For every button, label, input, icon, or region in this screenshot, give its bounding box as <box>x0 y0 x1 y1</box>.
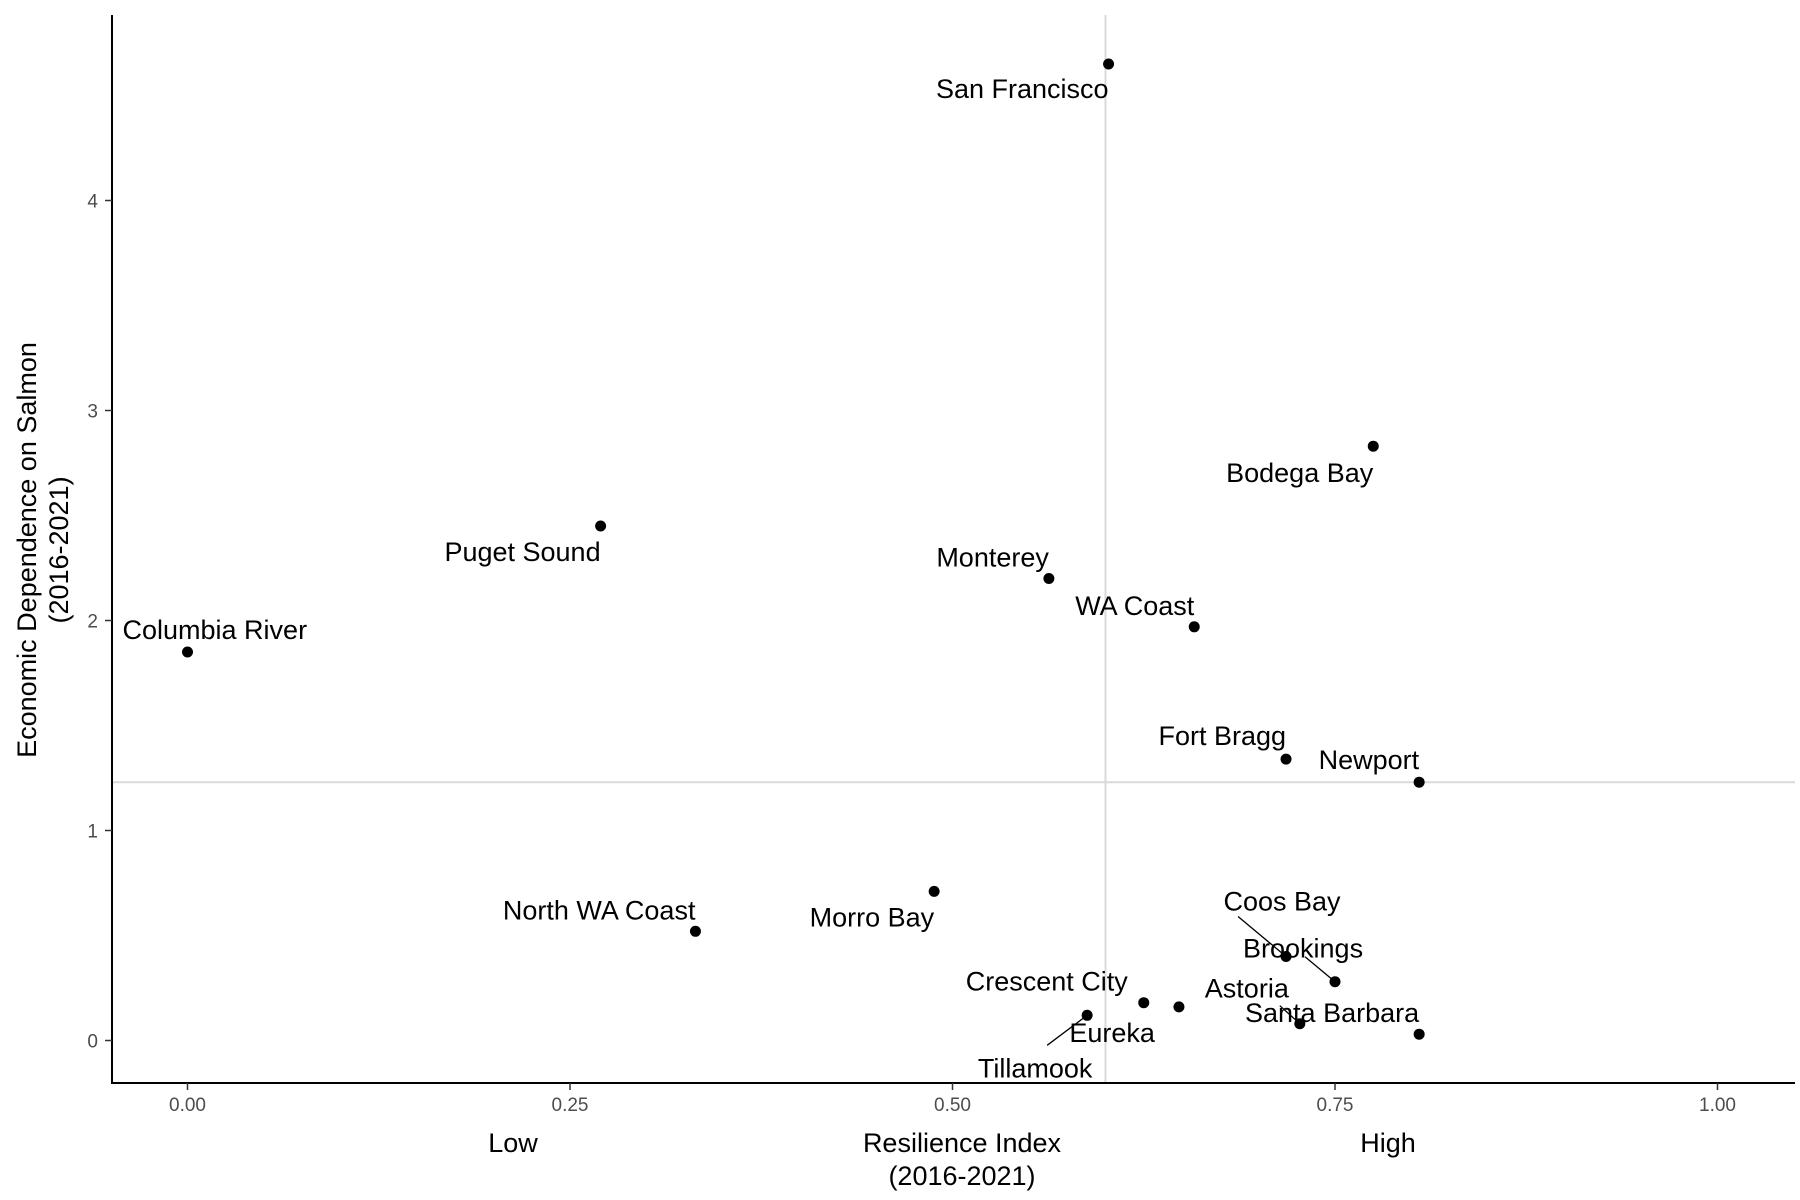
label-coos-bay: Coos Bay <box>1224 887 1342 917</box>
label-fort-bragg: Fort Bragg <box>1158 721 1286 751</box>
y-axis-title-line-2: (2016-2021) <box>44 476 74 623</box>
label-monterey: Monterey <box>936 543 1049 573</box>
label-newport: Newport <box>1319 745 1420 775</box>
x-axis-title-line-2: (2016-2021) <box>888 1161 1035 1191</box>
reference-lines <box>112 15 1795 1083</box>
point-puget-sound <box>595 520 607 532</box>
label-brookings: Brookings <box>1243 934 1363 964</box>
point-brookings <box>1329 976 1341 988</box>
y-tick-label: 2 <box>87 612 98 633</box>
point-labels: San Francisco Bodega Bay Puget Sound Monter… <box>123 74 1421 1083</box>
point-coos-bay <box>1280 951 1292 962</box>
label-wa-coast: WA Coast <box>1075 591 1195 621</box>
y-tick-label: 4 <box>87 192 98 213</box>
x-tick-label: 0.75 <box>1317 1095 1354 1116</box>
point-san-francisco <box>1103 58 1115 70</box>
x-tick-label: 0.00 <box>169 1095 206 1116</box>
y-tick-label: 0 <box>87 1032 98 1053</box>
label-leader-lines <box>1046 916 1336 1046</box>
label-morro-bay: Morro Bay <box>810 902 935 932</box>
point-wa-coast <box>1188 621 1200 633</box>
data-points <box>182 58 1425 1040</box>
x-tick-label: 1.00 <box>1699 1095 1736 1116</box>
leader-line-coos-bay <box>1237 916 1287 957</box>
point-newport <box>1413 776 1425 788</box>
point-crescent-city <box>1138 997 1150 1009</box>
y-tick-label: 1 <box>87 822 98 843</box>
point-santa-barbara <box>1413 1028 1425 1040</box>
y-tick-label: 3 <box>87 402 98 423</box>
point-north-wa-coast <box>689 925 701 937</box>
label-eureka: Eureka <box>1069 1018 1156 1048</box>
point-tillamook <box>1081 1009 1093 1021</box>
label-crescent-city: Crescent City <box>966 967 1129 997</box>
label-astoria: Astoria <box>1205 974 1290 1004</box>
point-fort-bragg <box>1280 753 1292 765</box>
point-columbia-river <box>182 646 193 658</box>
label-puget-sound: Puget Sound <box>444 537 600 567</box>
y-axis-title: Economic Dependence on Salmon <box>12 342 42 758</box>
x-tick-label: 0.25 <box>552 1095 589 1116</box>
axis-titles: Resilience Index(2016-2021)Low HighEconom… <box>12 342 1416 1191</box>
label-bodega-bay: Bodega Bay <box>1226 458 1374 488</box>
label-tillamook: Tillamook <box>978 1053 1093 1083</box>
point-morro-bay <box>928 885 940 897</box>
x-axis-title: Resilience Index <box>863 1128 1062 1158</box>
x-tick-label: 0.50 <box>934 1095 971 1116</box>
point-eureka <box>1173 1001 1185 1013</box>
label-santa-barbara: Santa Barbara <box>1245 998 1420 1028</box>
axis-ticks: 0.00 0.25 0.50 0.75 1.00 0 1 2 3 4 <box>87 192 1736 1117</box>
point-monterey <box>1043 573 1055 584</box>
label-north-wa-coast: North WA Coast <box>503 895 696 925</box>
label-san-francisco: San Francisco <box>936 74 1109 104</box>
point-astoria <box>1294 1018 1306 1030</box>
leader-line-tillamook <box>1046 1014 1088 1046</box>
point-bodega-bay <box>1367 440 1379 452</box>
x-axis-low-label: Low <box>488 1128 538 1158</box>
label-columbia-river: Columbia River <box>123 615 308 645</box>
x-axis-high-label: High <box>1360 1128 1416 1158</box>
leader-line-brookings <box>1304 956 1336 983</box>
